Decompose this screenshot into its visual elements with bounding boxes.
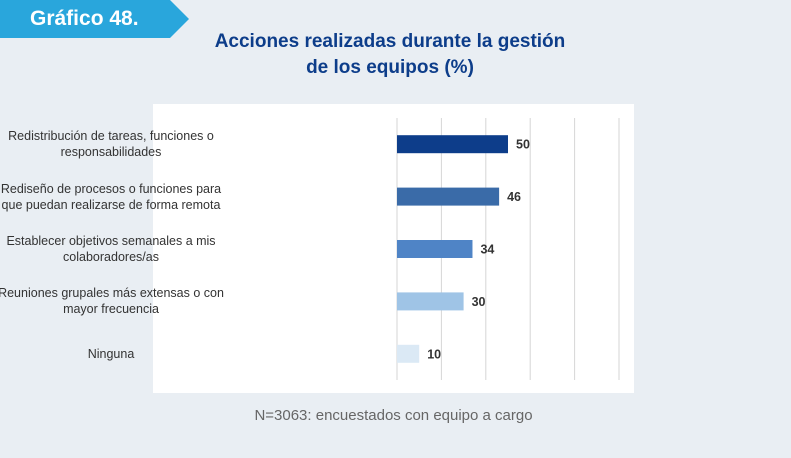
- bar-chart: 50 46 34 30 10: [396, 118, 620, 380]
- category-label-line: responsabilidades: [60, 145, 162, 160]
- bar: [397, 135, 508, 154]
- chart-number-badge: Gráfico 48.: [0, 0, 190, 38]
- data-label: 30: [472, 295, 486, 309]
- bar: [397, 344, 420, 363]
- data-label: 50: [516, 138, 530, 152]
- bar: [397, 292, 464, 311]
- data-label: 46: [507, 190, 521, 204]
- category-label-line: colaboradores/as: [63, 250, 159, 264]
- category-label-line: Redistribución de tareas, funciones o: [8, 129, 214, 144]
- category-label: Rediseño de procesos o funciones para que…: [0, 181, 231, 213]
- chart-title-line-1: Acciones realizadas durante la gestión: [214, 31, 566, 52]
- category-label-line: mayor frecuencia: [63, 302, 159, 317]
- chart-title: Acciones realizadas durante la gestión d…: [160, 29, 620, 81]
- category-label-line: Reuniones grupales más extensas o con: [0, 286, 224, 301]
- category-label-line: que puedan realizarse de forma remota: [1, 197, 221, 212]
- data-label: 10: [427, 347, 441, 361]
- chart-panel: 50 46 34 30 10 Redistribución de tareas, fun…: [0, 104, 634, 393]
- sample-footnote: N=3063: encuestados con equipo a cargo: [254, 407, 533, 424]
- category-label-line: Rediseño de procesos o funciones para: [0, 181, 222, 196]
- badge-arrow-shape: [0, 0, 189, 38]
- category-label: Ninguna: [0, 346, 231, 362]
- bar: [397, 187, 500, 206]
- category-label: Reuniones grupales más extensas o con may…: [0, 285, 231, 317]
- category-label-line: Ninguna: [87, 346, 135, 361]
- category-label-line: Establecer objetivos semanales a mis: [6, 234, 216, 248]
- bar: [397, 240, 473, 258]
- badge-label: Gráfico 48.: [30, 7, 139, 30]
- category-label: Redistribución de tareas, funciones o res…: [0, 128, 231, 160]
- chart-title-line-2: de los equipos (%): [306, 57, 474, 78]
- data-label: 34: [480, 243, 494, 257]
- category-label: Establecer objetivos semanales a mis cola…: [0, 233, 231, 265]
